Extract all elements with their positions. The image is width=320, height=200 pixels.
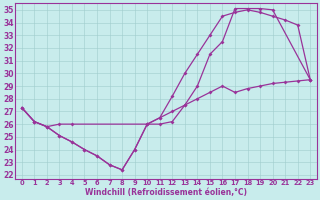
- X-axis label: Windchill (Refroidissement éolien,°C): Windchill (Refroidissement éolien,°C): [85, 188, 247, 197]
